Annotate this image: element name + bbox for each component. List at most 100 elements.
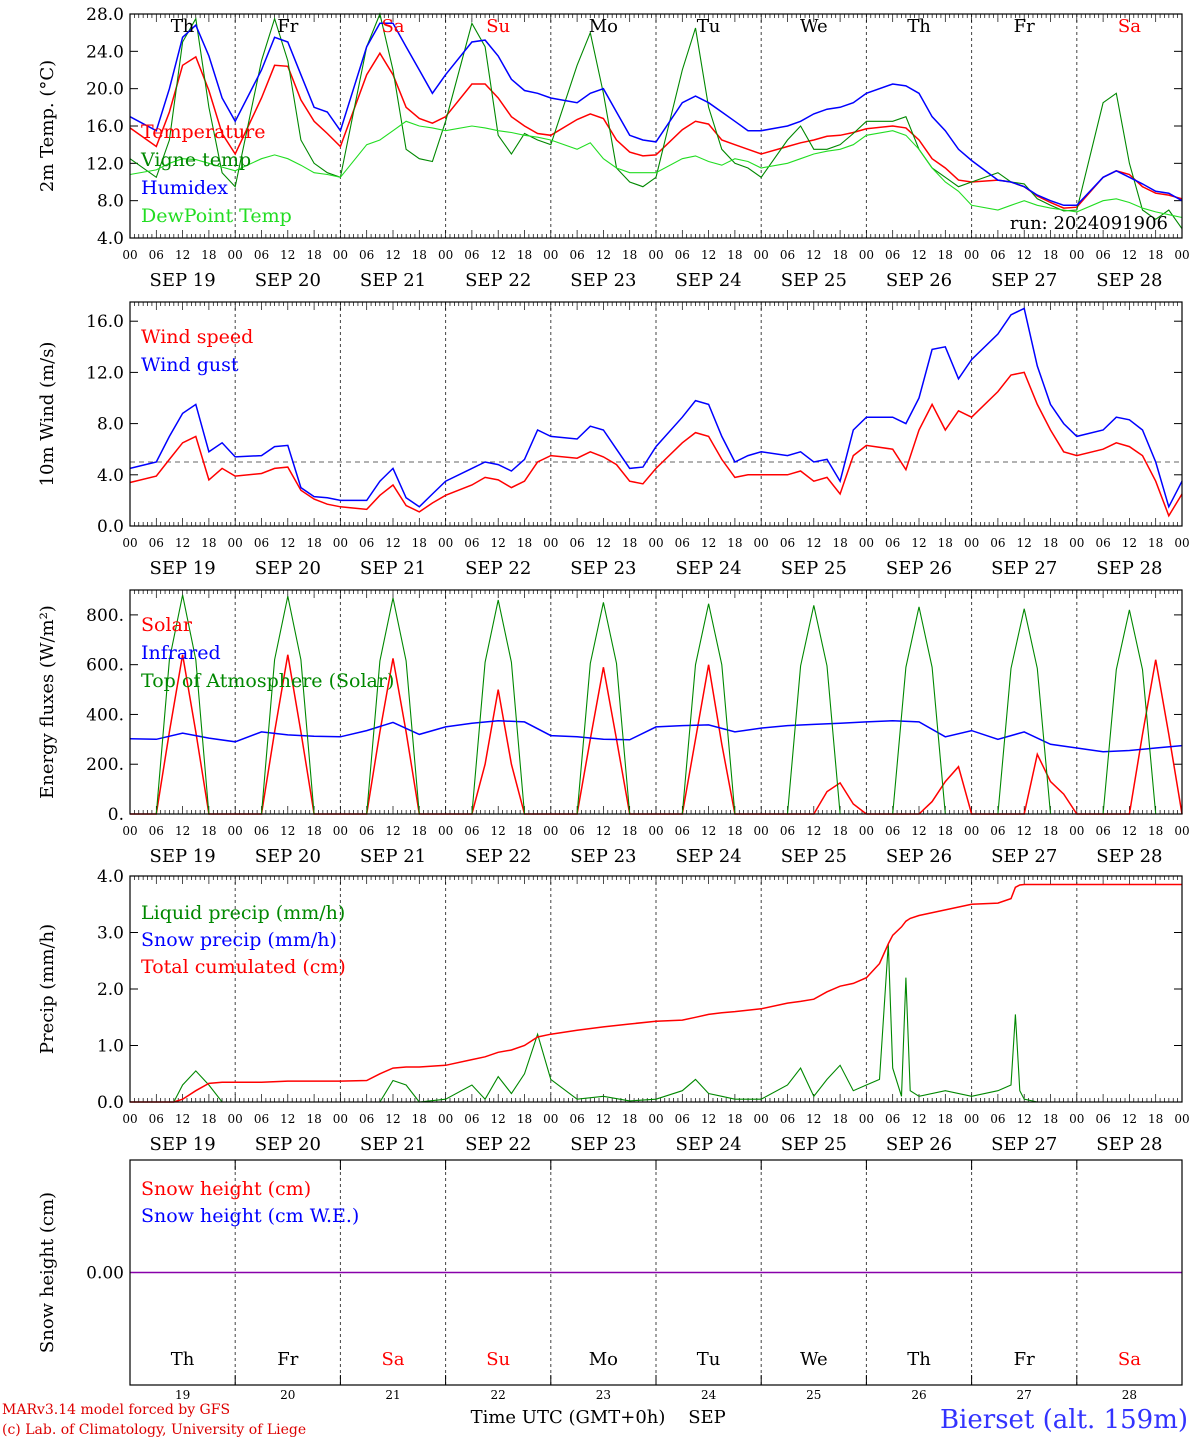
hour-label: 06 — [885, 536, 900, 550]
day-number: 23 — [596, 1388, 611, 1402]
weekday-label: We — [800, 16, 828, 37]
snow-height-panel: 0.00 Snow height (cm) Snow height (cm) Snow… — [37, 1159, 1183, 1402]
hour-label: 06 — [990, 536, 1005, 550]
y-tick-label: 8.0 — [97, 415, 124, 435]
hour-label: 06 — [885, 824, 900, 838]
date-label: SEP 24 — [675, 1134, 741, 1155]
weekday-label: Tu — [697, 1349, 721, 1370]
date-label: SEP 24 — [675, 270, 741, 291]
hour-label: 18 — [1043, 824, 1058, 838]
date-label: SEP 26 — [886, 1134, 952, 1155]
hour-label: 18 — [1148, 536, 1163, 550]
hour-label: 18 — [517, 1112, 532, 1126]
hour-label: 00 — [333, 824, 348, 838]
hour-label: 00 — [122, 824, 137, 838]
y-tick-label: 1.0 — [97, 1037, 124, 1057]
date-label: SEP 19 — [149, 270, 215, 291]
weekday-label: Fr — [1014, 1349, 1035, 1370]
hour-label: 12 — [385, 536, 400, 550]
weekday-label: Tu — [697, 16, 721, 37]
y-axis-title: Precip (mm/h) — [37, 924, 58, 1054]
hour-label: 18 — [622, 824, 637, 838]
series-line — [129, 22, 1183, 207]
plot-frame — [129, 13, 1183, 239]
legend-entry: DewPoint Temp — [141, 205, 292, 227]
series-line — [129, 120, 1183, 219]
date-label: SEP 28 — [1096, 1134, 1162, 1155]
hour-label: 12 — [701, 1112, 716, 1126]
hour-label: 18 — [1148, 1112, 1163, 1126]
hour-label: 06 — [675, 824, 690, 838]
hour-label: 06 — [149, 536, 164, 550]
hour-label: 06 — [780, 1112, 795, 1126]
day-number: 26 — [911, 1388, 926, 1402]
weekday-label: Mo — [589, 1349, 618, 1370]
date-label: SEP 27 — [991, 558, 1057, 579]
hour-label: 00 — [964, 248, 979, 262]
hour-label: 00 — [122, 248, 137, 262]
hour-label: 00 — [333, 1112, 348, 1126]
hour-label: 00 — [1174, 248, 1189, 262]
plot-frame — [129, 589, 1183, 815]
hour-label: 12 — [1017, 1112, 1032, 1126]
y-tick-label: 4.0 — [97, 229, 124, 249]
hour-label: 06 — [149, 1112, 164, 1126]
day-number: 24 — [701, 1388, 717, 1402]
hour-label: 06 — [885, 248, 900, 262]
weekday-label: Th — [171, 16, 195, 37]
hour-label: 12 — [806, 536, 821, 550]
date-label: SEP 26 — [886, 846, 952, 867]
hour-label: 00 — [543, 1112, 558, 1126]
hour-label: 18 — [1148, 248, 1163, 262]
day-number: 25 — [806, 1388, 821, 1402]
hour-label: 06 — [675, 1112, 690, 1126]
hour-label: 06 — [885, 1112, 900, 1126]
weekday-label: Fr — [277, 16, 298, 37]
hour-label: 12 — [280, 824, 295, 838]
hour-label: 06 — [464, 248, 479, 262]
hour-label: 06 — [1095, 824, 1110, 838]
date-label: SEP 25 — [781, 558, 847, 579]
hour-label: 00 — [859, 824, 874, 838]
hour-label: 00 — [543, 248, 558, 262]
date-label: SEP 19 — [149, 1134, 215, 1155]
hour-label: 00 — [228, 1112, 243, 1126]
hour-label: 18 — [727, 824, 742, 838]
hour-label: 06 — [569, 824, 584, 838]
y-axis-title: 2m Temp. (°C) — [37, 60, 58, 192]
model-credit: MARv3.14 model forced by GFS — [2, 1402, 230, 1418]
hour-label: 12 — [175, 1112, 190, 1126]
y-axis-title: Energy fluxes (W/m²) — [37, 605, 58, 799]
temperature-panel: 4.0 8.0 12.0 16.0 20.0 24.0 28.0 2m Temp. (°C) T… — [37, 5, 1190, 291]
hour-label: 18 — [938, 1112, 953, 1126]
hour-label: 12 — [701, 536, 716, 550]
date-label: SEP 20 — [255, 270, 321, 291]
hour-label: 00 — [859, 536, 874, 550]
day-number: 28 — [1122, 1388, 1137, 1402]
date-label: SEP 21 — [360, 558, 426, 579]
hour-label: 18 — [517, 248, 532, 262]
date-label: SEP 28 — [1096, 846, 1162, 867]
hour-label: 18 — [201, 536, 216, 550]
hour-label: 18 — [201, 248, 216, 262]
date-label: SEP 19 — [149, 558, 215, 579]
weekday-label: Fr — [1014, 16, 1035, 37]
hour-label: 06 — [254, 536, 269, 550]
hour-label: 12 — [280, 248, 295, 262]
series-line — [129, 307, 1183, 509]
hour-label: 12 — [911, 824, 926, 838]
date-label: SEP 22 — [465, 558, 531, 579]
hour-label: 18 — [727, 536, 742, 550]
hour-label: 18 — [517, 824, 532, 838]
hour-label: 00 — [964, 824, 979, 838]
date-label: SEP 22 — [465, 270, 531, 291]
hour-label: 00 — [333, 248, 348, 262]
legend-entry: Liquid precip (mm/h) — [141, 902, 345, 924]
legend-entry: Solar — [141, 614, 193, 636]
date-label: SEP 28 — [1096, 270, 1162, 291]
date-label: SEP 25 — [781, 1134, 847, 1155]
hour-label: 12 — [701, 248, 716, 262]
hour-label: 06 — [780, 824, 795, 838]
hour-label: 00 — [648, 824, 663, 838]
